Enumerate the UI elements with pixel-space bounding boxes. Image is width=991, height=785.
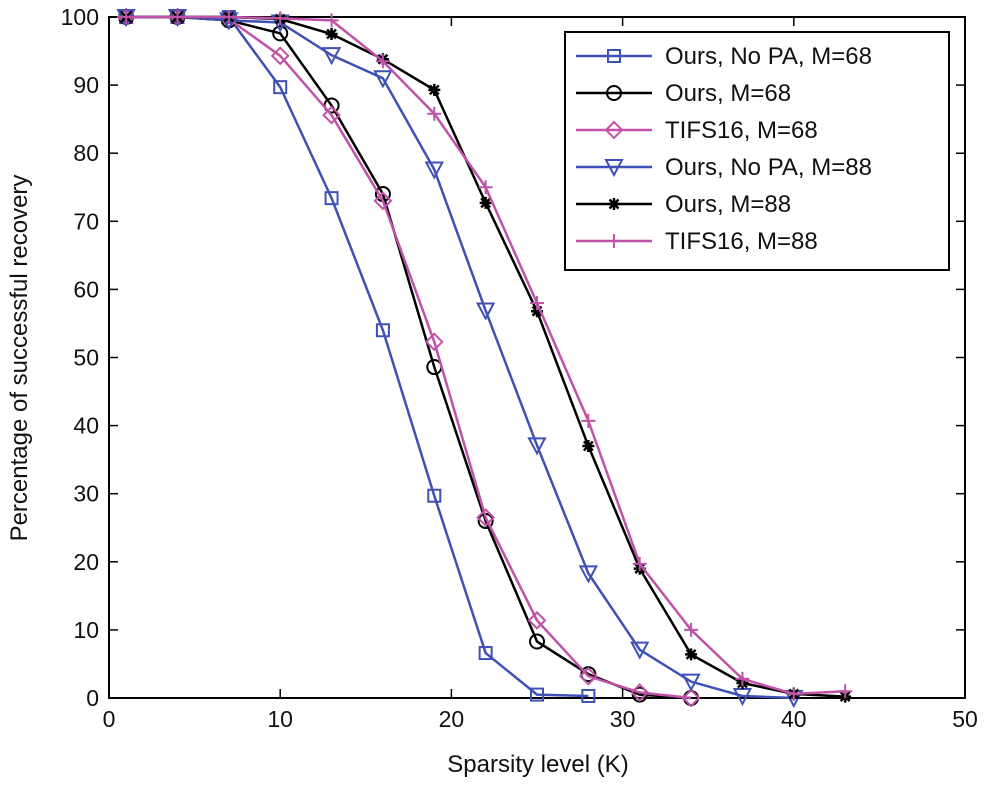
data-point	[424, 332, 444, 352]
data-point	[527, 610, 547, 630]
y-tick-label: 80	[73, 140, 99, 166]
data-point	[681, 688, 701, 708]
data-point	[632, 556, 647, 571]
data-point	[427, 488, 442, 503]
data-point	[581, 413, 596, 428]
legend-label: Ours, No PA, M=88	[665, 154, 872, 181]
x-tick-label: 10	[267, 706, 293, 732]
legend-label: Ours, M=68	[665, 80, 791, 107]
y-tick-label: 0	[86, 685, 99, 711]
x-axis-label: Sparsity level (K)	[447, 751, 628, 778]
legend-marker	[604, 120, 624, 140]
data-point	[527, 437, 547, 456]
legend-item: Ours, M=68	[576, 80, 791, 107]
legend-box	[564, 31, 950, 271]
data-point	[630, 683, 650, 702]
data-point	[119, 10, 134, 24]
axis-ticks: 0 10 20 30 40 50 0 10 20 30 40 50 60 70 80 90 100	[61, 4, 978, 732]
y-tick-label: 40	[73, 413, 99, 439]
x-tick-label: 40	[781, 706, 807, 732]
data-point	[529, 633, 545, 650]
x-tick-label: 20	[439, 706, 465, 732]
data-point	[170, 10, 185, 24]
data-point	[838, 684, 853, 699]
data-point	[531, 305, 543, 318]
data-point	[578, 565, 599, 584]
x-tick-label: 50	[952, 706, 978, 732]
data-point	[475, 302, 496, 321]
data-point	[582, 440, 595, 453]
y-tick-label: 90	[73, 72, 99, 98]
y-tick-label: 60	[73, 276, 99, 302]
data-point	[630, 641, 650, 660]
x-tick-label: 0	[103, 706, 116, 732]
data-point	[685, 648, 698, 661]
legend-marker	[606, 85, 622, 101]
legend-marker	[607, 49, 621, 63]
legend-marker	[607, 234, 621, 248]
data-point	[373, 70, 393, 89]
data-point	[427, 106, 442, 121]
legend-label: Ours, No PA, M=68	[665, 43, 872, 70]
y-axis-label: Percentage of successful recovery	[6, 175, 33, 542]
data-point	[325, 28, 338, 41]
data-point	[321, 47, 342, 66]
y-tick-label: 30	[73, 481, 99, 507]
y-tick-label: 20	[73, 549, 99, 575]
data-point	[581, 688, 596, 703]
y-tick-label: 50	[73, 345, 99, 371]
y-tick-label: 70	[73, 208, 99, 234]
y-tick-label: 10	[73, 617, 99, 643]
data-point	[322, 105, 341, 125]
data-point	[681, 673, 701, 692]
data-point	[476, 508, 496, 527]
data-point	[272, 25, 289, 42]
data-point	[530, 296, 544, 311]
data-point	[530, 687, 544, 702]
x-tick-label: 30	[610, 706, 636, 732]
legend-item: TIFS16, M=88	[576, 228, 818, 255]
data-point	[478, 646, 493, 661]
data-point	[324, 191, 339, 206]
legend-label: TIFS16, M=88	[665, 228, 818, 255]
data-point	[273, 80, 288, 95]
legend-item: Ours, No PA, M=88	[576, 154, 872, 181]
legend-label: TIFS16, M=68	[665, 117, 818, 144]
legend-item: TIFS16, M=68	[576, 117, 818, 144]
data-point	[578, 666, 598, 686]
data-point	[373, 191, 393, 211]
legend-item: Ours, No PA, M=68	[576, 43, 872, 70]
data-series	[116, 7, 853, 709]
data-point	[375, 323, 390, 338]
series-6	[119, 10, 853, 701]
legend-label: Ours, M=88	[665, 191, 791, 218]
series-line	[126, 15, 794, 700]
data-point	[270, 46, 290, 66]
data-point	[273, 11, 288, 26]
data-point	[786, 686, 801, 701]
data-point	[375, 54, 390, 69]
data-point	[221, 10, 236, 24]
data-point	[424, 161, 444, 180]
data-point	[479, 196, 492, 209]
data-point	[478, 180, 493, 195]
legend: Ours, No PA, M=68 Ours, M=68 TIFS16, M=68 O…	[564, 31, 950, 271]
legend-marker	[608, 198, 620, 210]
data-point	[428, 83, 441, 96]
data-point	[684, 622, 699, 637]
data-point	[735, 671, 750, 686]
data-point	[324, 13, 339, 28]
legend-marker	[604, 159, 624, 178]
legend-item: Ours, M=88	[576, 191, 791, 218]
y-tick-label: 100	[61, 4, 99, 30]
